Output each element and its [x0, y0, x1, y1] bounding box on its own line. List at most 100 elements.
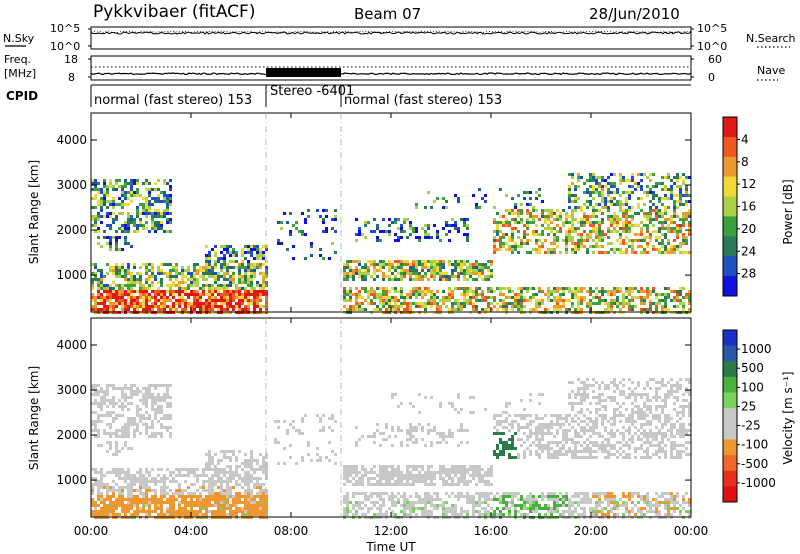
velocity-cell	[496, 414, 499, 417]
power-cell	[238, 302, 241, 305]
power-cell	[130, 185, 133, 188]
power-cell	[658, 215, 661, 218]
velocity-cell	[460, 510, 463, 513]
power-cell	[118, 179, 121, 182]
velocity-cell	[220, 510, 223, 513]
velocity-cell	[370, 435, 373, 438]
power-cell	[631, 248, 634, 251]
velocity-cell	[355, 474, 358, 477]
velocity-cell	[460, 429, 463, 432]
colorbar-tick-label: 16	[741, 200, 756, 214]
power-cell	[133, 263, 136, 266]
power-cell	[208, 260, 211, 263]
power-cell	[421, 269, 424, 272]
power-cell	[223, 245, 226, 248]
velocity-cell	[535, 504, 538, 507]
velocity-cell	[502, 501, 505, 504]
velocity-cell	[535, 453, 538, 456]
velocity-cell	[142, 486, 145, 489]
power-cell	[556, 302, 559, 305]
velocity-cell	[124, 393, 127, 396]
power-cell	[526, 212, 529, 215]
velocity-cell	[124, 384, 127, 387]
power-cell	[178, 290, 181, 293]
power-cell	[550, 299, 553, 302]
power-cell	[205, 263, 208, 266]
power-cell	[463, 218, 466, 221]
power-cell	[343, 293, 346, 296]
velocity-cell	[520, 513, 523, 516]
power-cell	[484, 308, 487, 311]
velocity-cell	[472, 465, 475, 468]
power-cell	[604, 200, 607, 203]
power-cell	[601, 293, 604, 296]
velocity-cell	[169, 498, 172, 501]
velocity-cell	[160, 399, 163, 402]
velocity-cell	[136, 510, 139, 513]
power-cell	[91, 293, 94, 296]
power-cell	[574, 206, 577, 209]
power-cell	[178, 299, 181, 302]
velocity-cell	[523, 432, 526, 435]
power-cell	[394, 260, 397, 263]
power-cell	[679, 191, 682, 194]
power-cell	[214, 281, 217, 284]
velocity-cell	[130, 384, 133, 387]
power-cell	[124, 242, 127, 245]
power-cell	[130, 302, 133, 305]
power-cell	[121, 275, 124, 278]
velocity-cell	[217, 510, 220, 513]
velocity-cell	[133, 417, 136, 420]
velocity-cell	[364, 495, 367, 498]
power-cell	[493, 296, 496, 299]
power-cell	[502, 308, 505, 311]
power-cell	[568, 221, 571, 224]
velocity-cell	[163, 384, 166, 387]
velocity-cell	[436, 507, 439, 510]
power-cell	[253, 263, 256, 266]
power-cell	[664, 293, 667, 296]
velocity-cell	[376, 513, 379, 516]
velocity-cell	[133, 435, 136, 438]
power-cell	[145, 203, 148, 206]
power-cell	[133, 182, 136, 185]
power-cell	[145, 200, 148, 203]
velocity-cell	[469, 465, 472, 468]
power-cell	[361, 272, 364, 275]
velocity-cell	[91, 411, 94, 414]
power-cell	[184, 302, 187, 305]
power-cell	[544, 209, 547, 212]
velocity-cell	[415, 465, 418, 468]
power-cell	[562, 221, 565, 224]
power-cell	[226, 245, 229, 248]
velocity-cell	[184, 489, 187, 492]
velocity-cell	[145, 492, 148, 495]
velocity-cell	[124, 477, 127, 480]
velocity-cell	[490, 474, 493, 477]
velocity-cell	[265, 453, 268, 456]
power-cell	[688, 209, 691, 212]
power-cell	[490, 272, 493, 275]
power-cell	[382, 275, 385, 278]
velocity-cell	[478, 492, 481, 495]
power-cell	[418, 302, 421, 305]
power-cell	[166, 182, 169, 185]
velocity-cell	[223, 456, 226, 459]
power-cell	[217, 278, 220, 281]
power-cell	[124, 221, 127, 224]
power-cell	[505, 209, 508, 212]
power-cell	[442, 260, 445, 263]
colorbar-swatch	[723, 136, 737, 158]
velocity-cell	[217, 513, 220, 516]
power-cell	[658, 293, 661, 296]
velocity-cell	[256, 480, 259, 483]
power-cell	[589, 173, 592, 176]
velocity-cell	[457, 411, 460, 414]
velocity-cell	[247, 501, 250, 504]
velocity-cell	[133, 483, 136, 486]
power-cell	[202, 302, 205, 305]
power-cell	[214, 254, 217, 257]
power-cell	[613, 299, 616, 302]
power-cell	[193, 275, 196, 278]
velocity-cell	[373, 477, 376, 480]
